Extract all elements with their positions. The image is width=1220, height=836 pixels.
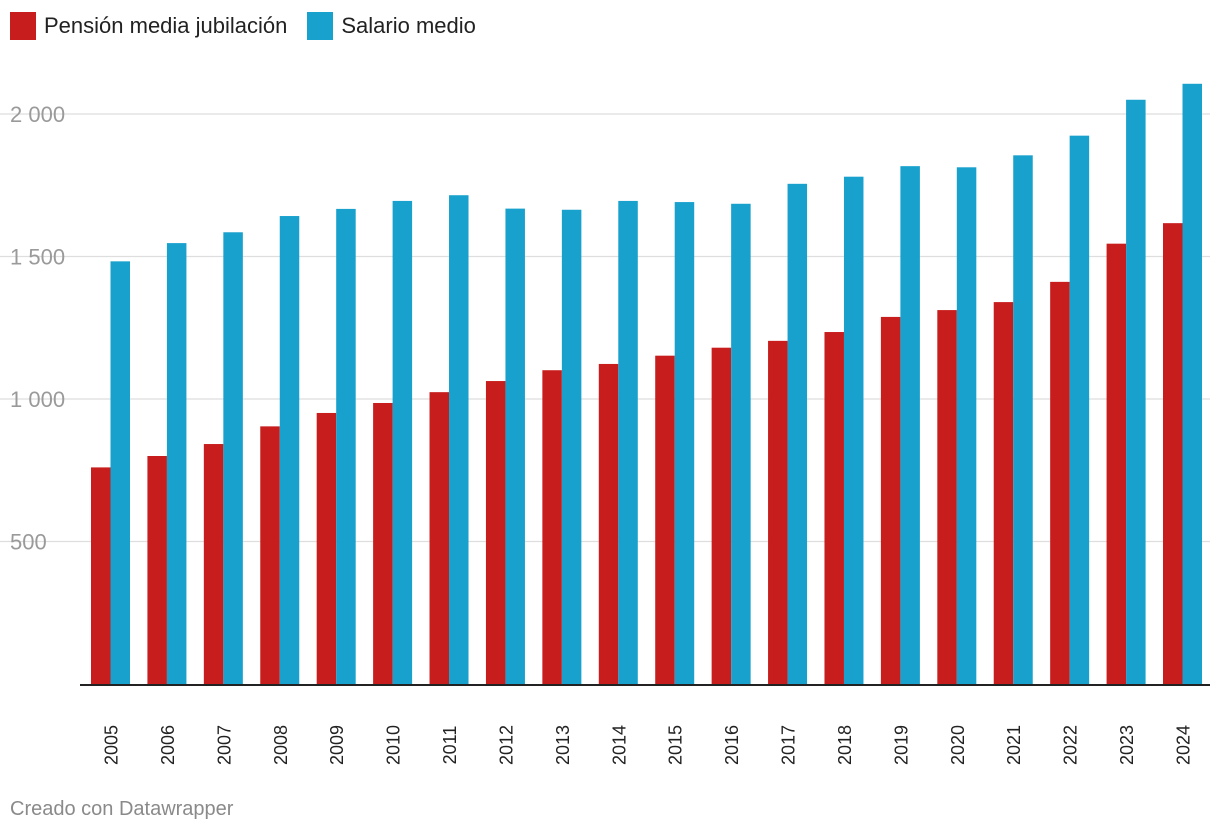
bar-pension-2015 bbox=[655, 355, 675, 684]
bar-salario-2010 bbox=[392, 200, 413, 685]
bar-pension-2021 bbox=[993, 302, 1014, 684]
x-tick-label: 2006 bbox=[158, 725, 178, 765]
y-tick-label: 2 000 bbox=[10, 102, 65, 127]
x-tick-label: 2007 bbox=[214, 725, 234, 765]
bar-pension-2017 bbox=[768, 340, 788, 684]
legend-item-pension: Pensión media jubilación bbox=[10, 12, 287, 40]
x-tick-label: 2013 bbox=[553, 725, 573, 765]
x-tick-label: 2005 bbox=[102, 725, 122, 765]
bar-pension-2020 bbox=[937, 310, 957, 684]
bar-salario-2016 bbox=[731, 203, 751, 684]
x-tick-label: 2010 bbox=[384, 725, 404, 765]
bar-salario-2009 bbox=[336, 208, 356, 684]
bar-pension-2009 bbox=[316, 412, 337, 684]
bar-salario-2011 bbox=[449, 195, 469, 684]
x-tick-label: 2024 bbox=[1174, 725, 1194, 765]
credit-footer: Creado con Datawrapper bbox=[10, 798, 234, 820]
bar-pension-2023 bbox=[1106, 243, 1127, 685]
bar-pension-2012 bbox=[485, 381, 506, 684]
x-tick-label: 2022 bbox=[1061, 725, 1081, 765]
bar-pension-2022 bbox=[1050, 281, 1070, 684]
bar-pension-2011 bbox=[429, 392, 450, 684]
x-tick-label: 2017 bbox=[779, 725, 799, 765]
y-tick-label: 1 500 bbox=[10, 245, 65, 270]
bar-pension-2007 bbox=[203, 444, 224, 684]
bar-pension-2024 bbox=[1163, 223, 1183, 684]
legend-item-salario: Salario medio bbox=[307, 12, 476, 40]
x-tick-label: 2012 bbox=[496, 725, 516, 765]
bar-salario-2018 bbox=[843, 176, 864, 684]
bar-salario-2020 bbox=[956, 167, 977, 685]
y-tick-label: 1 000 bbox=[10, 387, 65, 412]
bar-pension-2016 bbox=[711, 347, 732, 684]
bar-pension-2010 bbox=[373, 402, 393, 684]
bar-salario-2019 bbox=[900, 166, 920, 684]
x-tick-label: 2020 bbox=[948, 725, 968, 765]
bar-salario-2007 bbox=[223, 232, 243, 684]
bar-pension-2006 bbox=[147, 456, 167, 684]
bar-salario-2013 bbox=[561, 209, 582, 684]
bar-salario-2005 bbox=[110, 261, 130, 684]
bar-salario-2008 bbox=[279, 216, 300, 684]
x-tick-label: 2018 bbox=[835, 725, 855, 765]
x-tick-label: 2008 bbox=[271, 725, 291, 765]
bar-salario-2012 bbox=[505, 208, 525, 684]
legend-label-pension: Pensión media jubilación bbox=[44, 13, 288, 38]
x-tick-label: 2009 bbox=[327, 725, 347, 765]
bar-pension-2019 bbox=[880, 316, 901, 684]
x-tick-label: 2016 bbox=[722, 725, 742, 765]
bar-pension-2013 bbox=[542, 370, 562, 684]
x-tick-label: 2021 bbox=[1004, 725, 1024, 765]
bar-salario-2017 bbox=[787, 183, 808, 684]
bar-pension-2018 bbox=[824, 332, 844, 684]
bar-pension-2005 bbox=[91, 467, 111, 684]
x-tick-label: 2015 bbox=[666, 725, 686, 765]
y-tick-label: 500 bbox=[10, 530, 47, 555]
legend: Pensión media jubilación Salario medio bbox=[10, 12, 476, 40]
legend-label-salario: Salario medio bbox=[341, 13, 476, 38]
bar-salario-2021 bbox=[1013, 155, 1033, 684]
bar-salario-2006 bbox=[166, 243, 187, 685]
legend-swatch-pension bbox=[10, 12, 36, 40]
bar-salario-2022 bbox=[1069, 135, 1090, 684]
bar-pension-2008 bbox=[260, 426, 280, 684]
bar-salario-2014 bbox=[618, 200, 638, 685]
legend-swatch-salario bbox=[307, 12, 334, 40]
bar-pension-2014 bbox=[598, 363, 619, 684]
bar-salario-2023 bbox=[1126, 99, 1146, 684]
bar-salario-2015 bbox=[674, 202, 695, 684]
x-tick-label: 2023 bbox=[1117, 725, 1137, 765]
x-tick-label: 2014 bbox=[609, 725, 629, 765]
x-tick-label: 2019 bbox=[891, 725, 911, 765]
bar-salario-2024 bbox=[1182, 83, 1202, 685]
x-tick-label: 2011 bbox=[440, 726, 460, 765]
